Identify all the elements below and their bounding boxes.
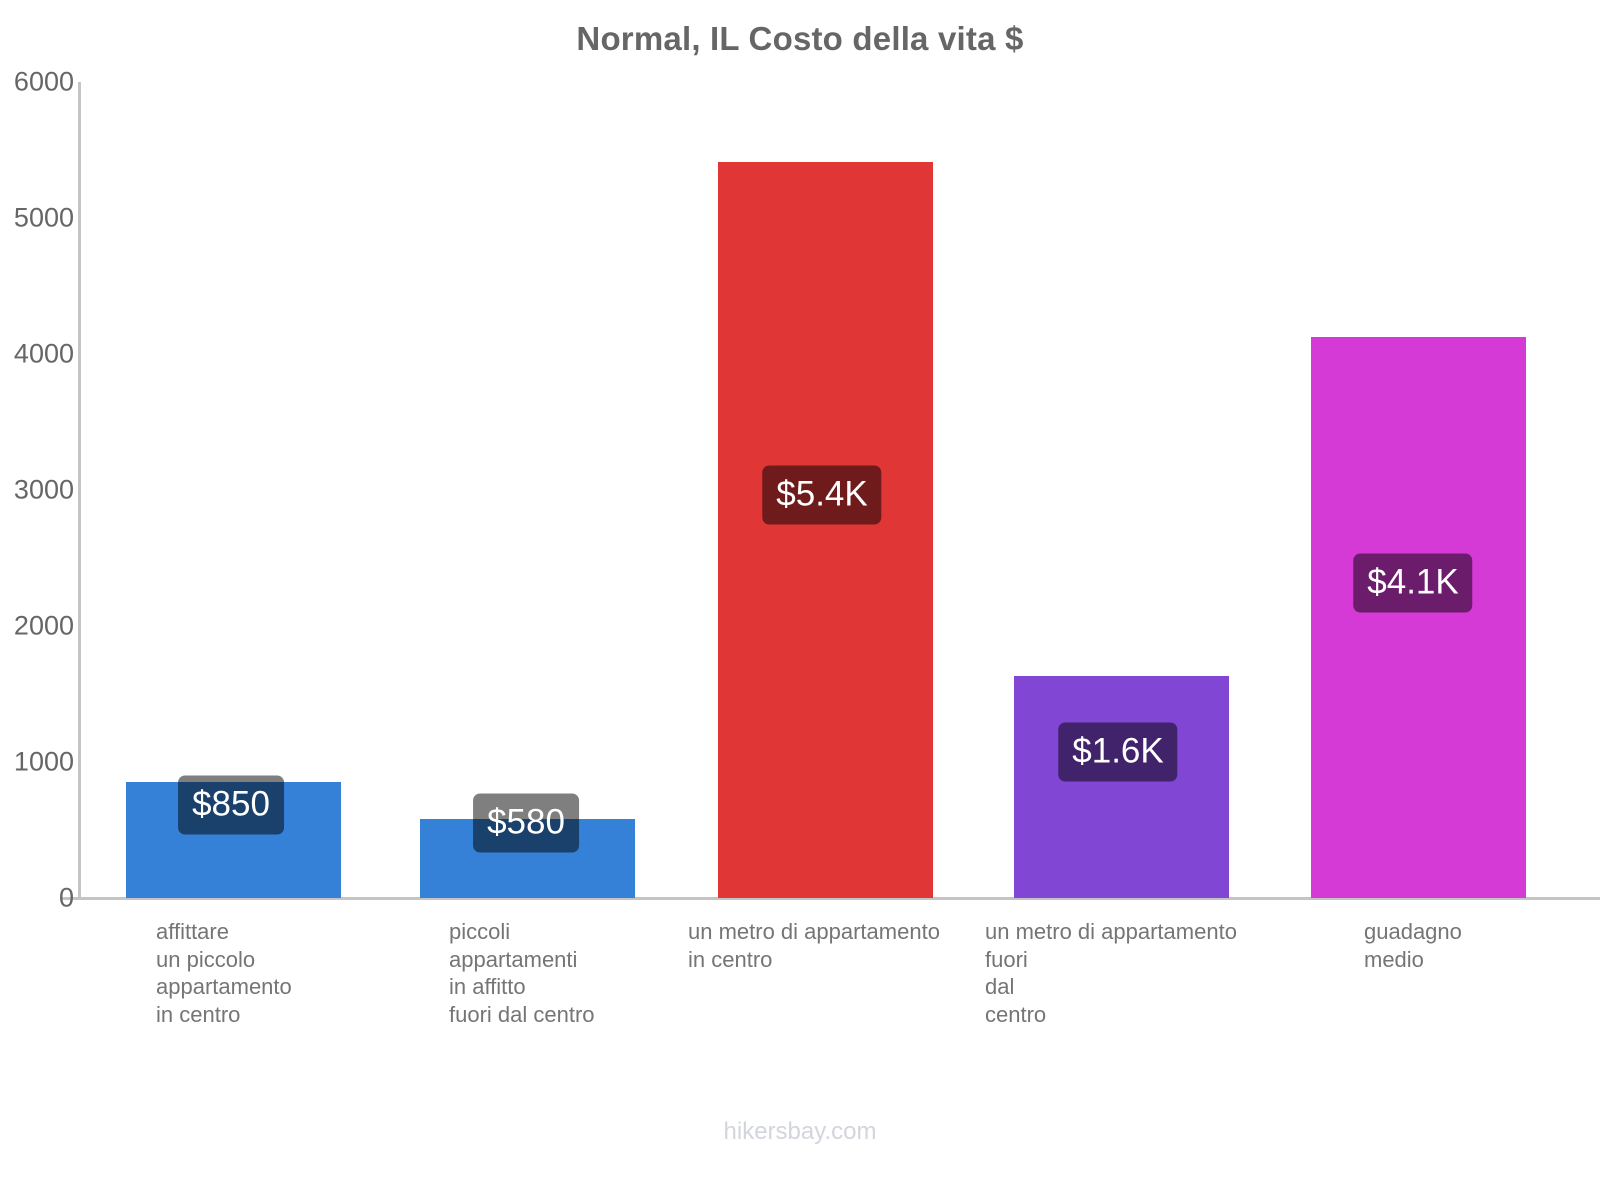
category-label-line: guadagno: [1364, 919, 1462, 944]
value-badge: $1.6K: [1058, 722, 1178, 782]
y-axis-tick-2000: 2000: [13, 610, 74, 641]
category-label-line: un metro di appartamento: [985, 919, 1237, 944]
value-badge: $850: [178, 775, 284, 835]
brand-watermark: hikersbay.com: [723, 1118, 877, 1145]
value-badge: $4.1K: [1353, 553, 1473, 613]
category-label-line: in affitto: [449, 974, 526, 999]
bar-un-metro-di-appartamento-in-centro[interactable]: [718, 162, 933, 898]
y-axis-tick-0: 0: [58, 882, 74, 913]
page-title: Normal, IL Costo della vita $: [576, 20, 1024, 57]
y-axis-tick-4000: 4000: [13, 338, 74, 369]
category-label: un metro di appartamento fuori dal centro: [985, 918, 1237, 1028]
category-label-line: un piccolo: [156, 946, 256, 972]
category-label: guadagno medio: [1364, 918, 1462, 973]
category-label-line: dal: [985, 974, 1015, 999]
category-label-line: appartamento: [156, 974, 292, 999]
category-label-line: un metro di appartamento: [688, 919, 940, 944]
y-axis-tick-6000: 6000: [13, 66, 74, 97]
category-label-line: fuori: [985, 946, 1028, 972]
category-label-line: fuori dal centro: [449, 1001, 595, 1027]
category-label: un metro di appartamento in centro: [688, 918, 940, 973]
category-label-line: medio: [1364, 946, 1424, 972]
category-label-line: in centro: [156, 1001, 241, 1027]
y-axis-tick-labels: 0 1000 2000 3000 4000 5000 6000: [0, 67, 74, 913]
category-label-line: appartamenti: [449, 946, 578, 972]
category-label-line: in centro: [688, 946, 773, 972]
category-label-line: centro: [985, 1001, 1047, 1027]
category-label-line: affittare: [156, 919, 229, 944]
plot-area: [78, 82, 1558, 898]
value-badge: $580: [473, 793, 579, 853]
bar-guadagno-medio[interactable]: [1311, 337, 1526, 898]
y-axis-line: [78, 82, 81, 900]
category-label: affittare un piccolo appartamento in centro: [156, 918, 292, 1028]
y-axis-tick-1000: 1000: [13, 746, 74, 777]
value-badge: $5.4K: [762, 465, 882, 525]
x-axis-baseline: [60, 897, 1600, 900]
y-axis-tick-5000: 5000: [13, 202, 74, 233]
category-label-line: piccoli: [449, 919, 511, 944]
bar-un-metro-di-appartamento-fuori-dal-centro[interactable]: [1014, 676, 1229, 898]
category-label: piccoli appartamenti in affitto fuori dal c…: [449, 918, 595, 1028]
y-axis-tick-3000: 3000: [13, 474, 74, 505]
